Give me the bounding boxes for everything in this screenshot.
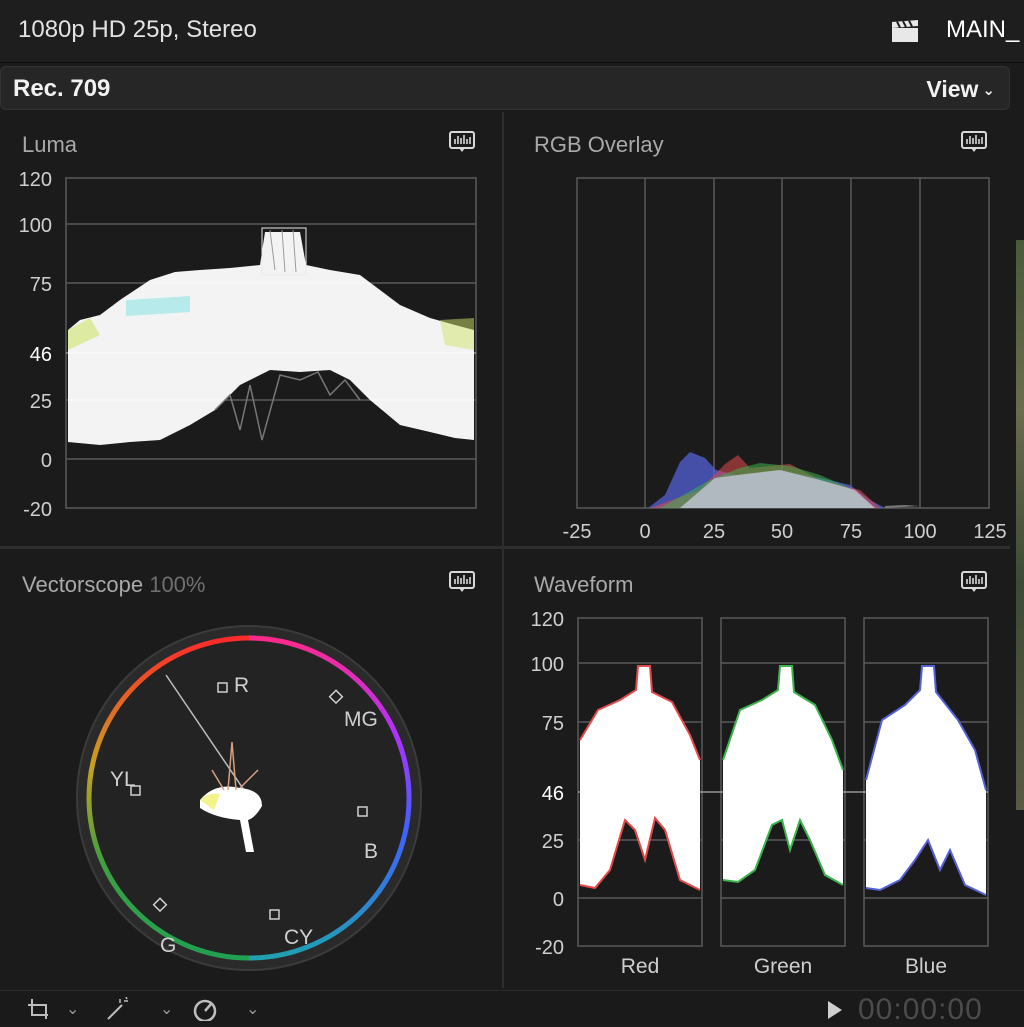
panel-divider-vertical: [502, 112, 504, 988]
vectorscope-target-MG: MG: [344, 708, 378, 731]
view-menu-button[interactable]: View ⌄: [926, 76, 995, 103]
viewer-footer: ⌄ ⌄ ⌄ 00:00:00: [0, 990, 1024, 1026]
rgb-tick-100: 100: [903, 521, 936, 543]
vectorscope-target-CY: CY: [284, 926, 313, 949]
luma-graticule: [65, 177, 477, 509]
luma-ticks: 120 100 75 46 25 0 -20: [19, 169, 52, 521]
vectorscope-graticule: [76, 625, 422, 971]
rgb-tick-25: 25: [703, 521, 725, 543]
vectorscope-title-text: Vectorscope: [22, 572, 144, 597]
enhance-wand-icon[interactable]: [104, 997, 130, 1021]
waveform-trace-red: [579, 665, 701, 891]
waveform-trace-green: [722, 665, 844, 886]
view-menu-label: View: [926, 76, 979, 102]
project-name[interactable]: MAIN_: [946, 16, 1020, 43]
waveform-tick-25: 25: [542, 831, 564, 853]
rgb-overlay-panel-title: RGB Overlay: [534, 132, 664, 157]
waveform-panel-title: Waveform: [534, 572, 634, 597]
luma-trace: [68, 227, 474, 445]
vectorscope-target-labels: R MG B CY G YL: [110, 674, 378, 957]
waveform-tick-46: 46: [542, 783, 564, 805]
viewer-edge-preview: [1016, 240, 1024, 810]
waveform-tick-100: 100: [531, 654, 564, 676]
vectorscope-settings-icon[interactable]: [448, 570, 476, 594]
rgb-tick-75: 75: [840, 521, 862, 543]
waveform-channel-labels: Red Green Blue: [621, 955, 947, 978]
rgb-tick-125: 125: [973, 521, 1006, 543]
waveform-tick-0: 0: [553, 889, 564, 911]
vectorscope-target-YL: YL: [110, 768, 136, 791]
scopes-toolbar: Rec. 709 View ⌄: [0, 66, 1010, 110]
project-format-label: 1080p HD 25p, Stereo: [18, 16, 257, 43]
vectorscope-target-G: G: [160, 934, 176, 957]
waveform-tick-minus20: -20: [535, 937, 564, 959]
transform-icon[interactable]: [24, 997, 50, 1021]
speed-gauge-icon[interactable]: [192, 997, 218, 1021]
waveform-tick-120: 120: [531, 609, 564, 631]
waveform-tick-75: 75: [542, 713, 564, 735]
luma-tick-25: 25: [30, 391, 52, 413]
chevron-down-icon: ⌄: [982, 82, 995, 99]
waveform-trace-blue: [865, 665, 987, 896]
rgb-overlay-xticks: -25 0 25 50 75 100 125: [563, 521, 1007, 543]
panel-divider-horizontal: [0, 546, 1010, 549]
vectorscope-target-R: R: [234, 674, 249, 697]
luma-panel-title: Luma: [22, 132, 78, 157]
rgb-overlay-graticule: [576, 177, 990, 509]
vectorscope-percent: 100%: [149, 572, 206, 597]
luma-tick-0: 0: [41, 450, 52, 472]
luma-tick-100: 100: [19, 215, 52, 237]
waveform-ticks: 120 100 75 46 25 0 -20: [531, 609, 564, 959]
rgb-tick-50: 50: [771, 521, 793, 543]
rgb-tick-minus25: -25: [563, 521, 592, 543]
viewer-header: 1080p HD 25p, Stereo MAIN_: [0, 0, 1024, 63]
waveform-channel-red: Red: [621, 955, 660, 978]
waveform-settings-icon[interactable]: [960, 570, 988, 594]
luma-tick-46: 46: [30, 344, 52, 366]
vectorscope-target-B: B: [364, 840, 378, 863]
luma-tick-minus20: -20: [23, 499, 52, 521]
rgb-overlay-histogram: [648, 452, 920, 508]
timecode-display: 00:00:00: [858, 993, 983, 1026]
color-space-label: Rec. 709: [13, 75, 111, 102]
luma-tick-75: 75: [30, 274, 52, 296]
play-icon[interactable]: [828, 1001, 842, 1019]
transform-menu-chevron-icon[interactable]: ⌄: [66, 1001, 80, 1018]
enhance-menu-chevron-icon[interactable]: ⌄: [160, 1001, 174, 1018]
luma-tick-120: 120: [19, 169, 52, 191]
waveform-channel-blue: Blue: [905, 955, 947, 978]
vectorscope-trace: [200, 741, 262, 852]
waveform-graticule: [577, 617, 989, 947]
luma-settings-icon[interactable]: [448, 130, 476, 154]
rgb-tick-0: 0: [639, 521, 650, 543]
vectorscope-panel-title: Vectorscope 100%: [22, 572, 205, 598]
rgb-overlay-settings-icon[interactable]: [960, 130, 988, 154]
clapperboard-icon[interactable]: [890, 18, 920, 44]
waveform-channel-green: Green: [754, 955, 812, 978]
speed-menu-chevron-icon[interactable]: ⌄: [246, 1001, 260, 1018]
